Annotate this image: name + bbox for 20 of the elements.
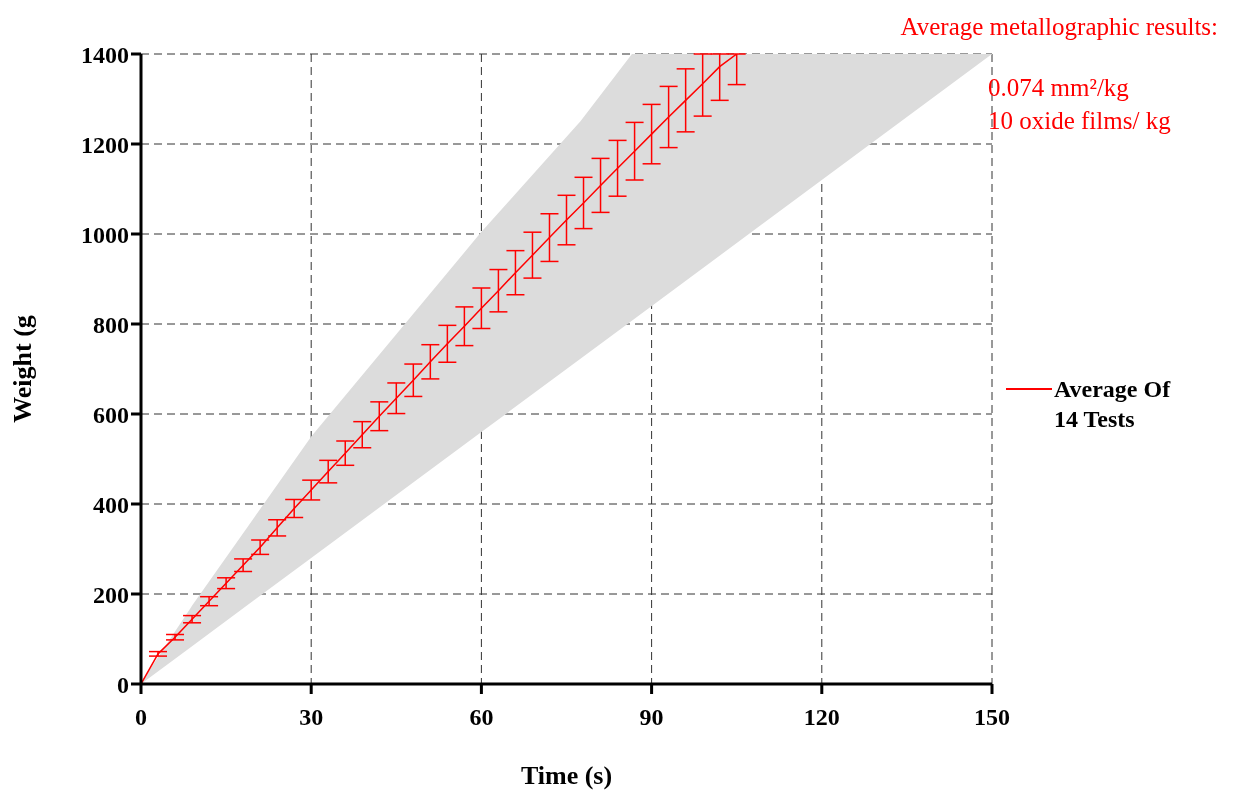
- y-tick-label: 400: [93, 491, 129, 518]
- x-axis-title: Time (s): [520, 761, 613, 790]
- y-tick-label: 1000: [81, 221, 129, 248]
- y-tick-label: 0: [117, 671, 129, 698]
- annotation: 0.074 mm²/kg: [988, 73, 1130, 103]
- y-tick-label: 1400: [81, 41, 129, 68]
- y-tick-label: 600: [93, 401, 129, 428]
- y-axis-title: Weight (g: [8, 315, 38, 423]
- x-tick-label: 150: [974, 704, 1010, 731]
- legend-label: Average Of 14 Tests: [1054, 375, 1172, 434]
- x-tick-label: 0: [135, 704, 147, 731]
- y-tick-label: 1200: [81, 131, 129, 158]
- x-tick-label: 30: [299, 704, 324, 731]
- x-tick-label: 90: [639, 704, 664, 731]
- y-tick-label: 200: [93, 581, 129, 608]
- annotation: 10 oxide films/ kg: [988, 106, 1172, 136]
- x-tick-label: 120: [803, 704, 840, 731]
- text: Average metallographic results:: [899, 12, 1218, 42]
- x-tick-label: 60: [469, 704, 494, 731]
- y-tick-label: 800: [93, 311, 129, 338]
